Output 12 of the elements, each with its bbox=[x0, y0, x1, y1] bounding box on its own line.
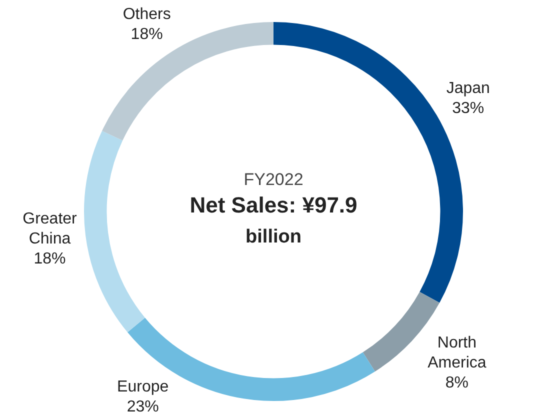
slice-label: Greater China bbox=[22, 210, 78, 248]
data-label: 33% bbox=[452, 100, 484, 118]
slice-label: North America bbox=[428, 334, 486, 372]
slice-label: Europe bbox=[117, 378, 169, 396]
text: FY2022 bbox=[244, 170, 304, 190]
text: Net Sales: ¥97.9 billion bbox=[190, 192, 358, 248]
slice-label: Others bbox=[122, 6, 171, 23]
data-label: 23% bbox=[126, 398, 159, 416]
slice-label: Japan bbox=[446, 80, 490, 98]
data-label: 18% bbox=[130, 26, 163, 43]
data-label: 18% bbox=[34, 250, 66, 268]
data-label: 8% bbox=[445, 374, 469, 392]
